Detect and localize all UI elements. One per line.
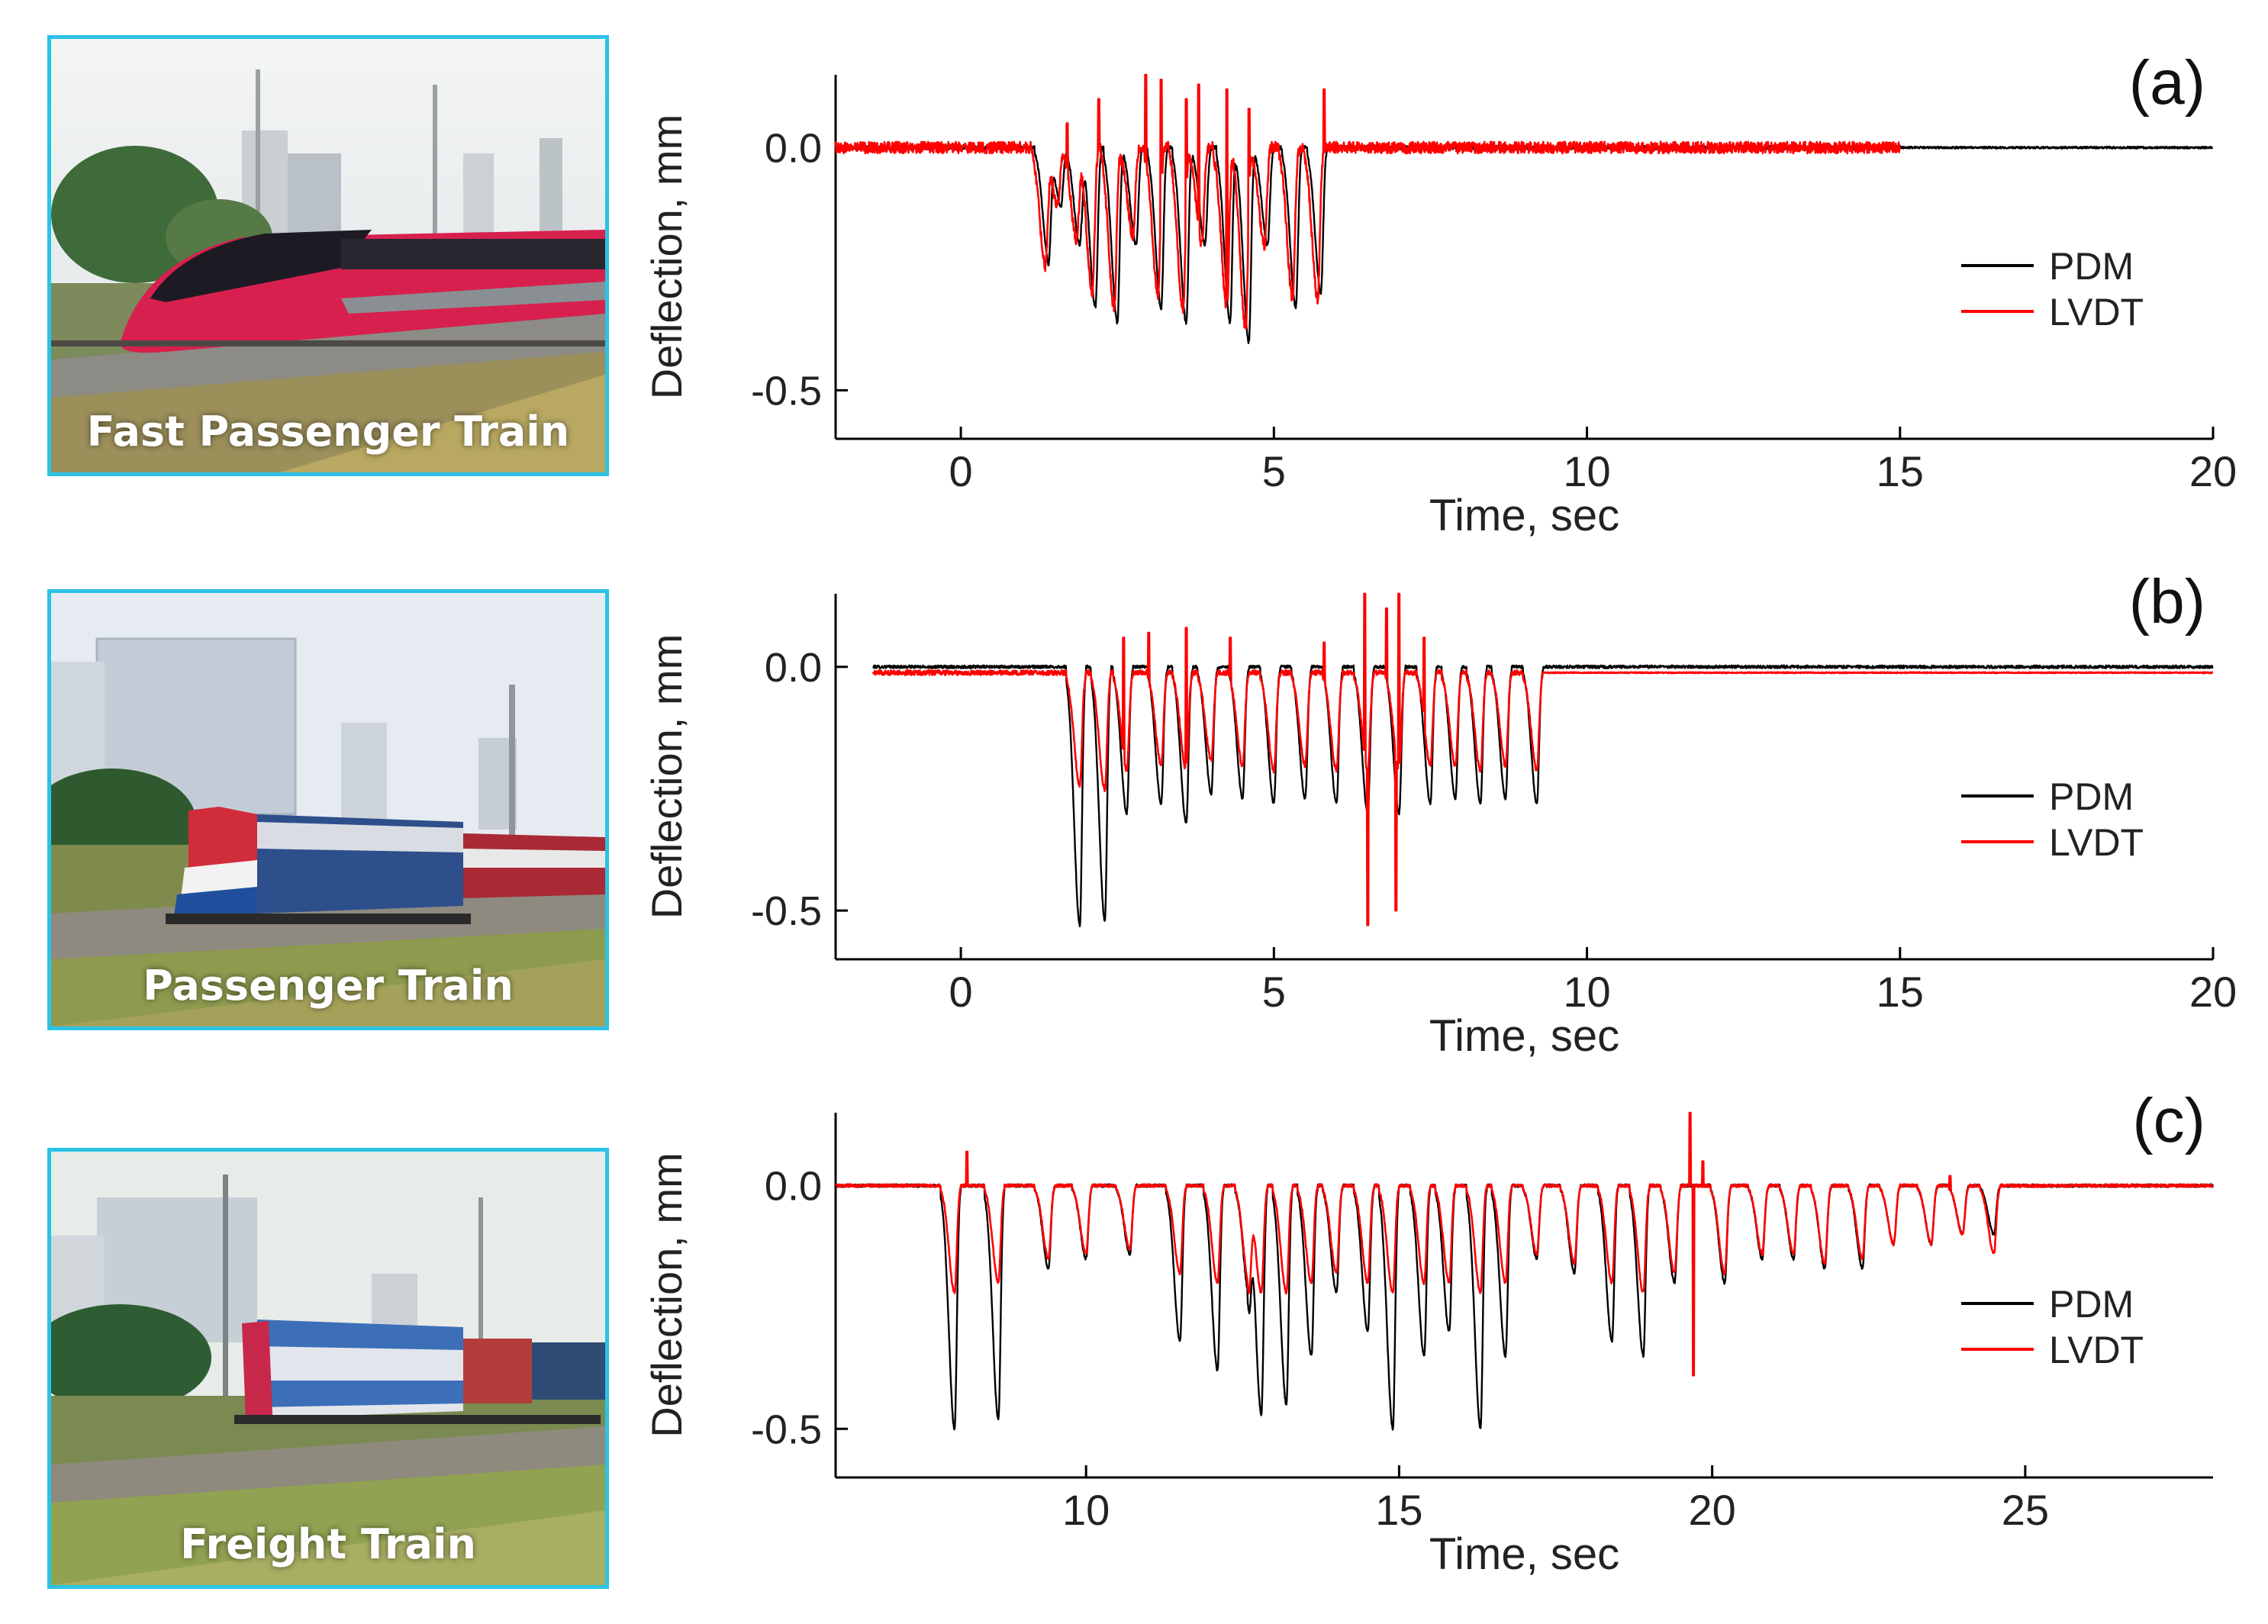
photo-caption: Freight Train: [180, 1520, 476, 1568]
x-tick-label: 20: [1688, 1486, 1735, 1534]
x-axis-label: Time, sec: [1429, 1011, 1619, 1061]
y-tick-label: -0.5: [751, 1406, 822, 1452]
y-tick-label: 0.0: [765, 645, 822, 691]
x-tick-label: 5: [1262, 968, 1286, 1016]
y-tick-label: 0.0: [765, 125, 822, 171]
x-tick-label: 5: [1262, 447, 1286, 495]
x-tick-label: 10: [1563, 447, 1610, 495]
photo-freight-train-image: [51, 1152, 605, 1585]
series-line-pdm: [872, 664, 2214, 927]
panel-label: (b): [2129, 567, 2205, 636]
legend-label-lvdt: LVDT: [2049, 1329, 2144, 1371]
y-tick-label: -0.5: [751, 888, 822, 934]
x-tick-label: 20: [2189, 968, 2237, 1016]
x-axis-label: Time, sec: [1429, 1529, 1619, 1579]
x-axis-label: Time, sec: [1429, 491, 1619, 540]
y-tick-label: -0.5: [751, 368, 822, 414]
photo-caption: Passenger Train: [143, 962, 514, 1010]
x-tick-label: 0: [949, 447, 973, 495]
x-tick-label: 15: [1877, 447, 1924, 495]
series-line-lvdt: [834, 73, 1901, 330]
series-line-lvdt: [835, 1111, 2214, 1377]
legend-label-pdm: PDM: [2049, 775, 2134, 818]
photo-caption: Fast Passenger Train: [86, 408, 570, 456]
x-tick-label: 10: [1062, 1486, 1110, 1534]
photo-fast-passenger-train-image: [51, 39, 605, 472]
legend-label-pdm: PDM: [2049, 245, 2134, 288]
chart-panel-b: 0 5 10 15 20 0.0 -0.5 Time, sec Deflection, mm (b…: [643, 567, 2237, 1061]
y-tick-label: 0.0: [765, 1164, 822, 1210]
photo-freight-train: Freight Train: [47, 1148, 609, 1589]
x-tick-label: 20: [2189, 447, 2237, 495]
y-axis-label: Deflection, mm: [643, 634, 691, 919]
chart-panel-c: 10 15 20 25 0.0 -0.5 Time, sec Deflection, mm (c…: [643, 1086, 2214, 1579]
x-tick-label: 10: [1563, 968, 1610, 1016]
legend-label-pdm: PDM: [2049, 1283, 2134, 1326]
y-axis-label: Deflection, mm: [643, 1152, 691, 1437]
x-tick-label: 15: [1375, 1486, 1422, 1534]
series-line-lvdt: [871, 592, 2214, 926]
photo-passenger-train: Passenger Train: [47, 589, 609, 1030]
panel-label: (c): [2132, 1086, 2205, 1155]
x-tick-label: 15: [1877, 968, 1924, 1016]
legend-label-lvdt: LVDT: [2049, 291, 2144, 334]
photo-passenger-train-image: [51, 593, 605, 1026]
legend-label-lvdt: LVDT: [2049, 821, 2144, 864]
y-axis-label: Deflection, mm: [643, 114, 691, 399]
panel-label: (a): [2129, 48, 2205, 118]
x-tick-label: 0: [949, 968, 973, 1016]
photo-fast-passenger-train: Fast Passenger Train: [47, 35, 609, 476]
chart-panel-a: 0 5 10 15 20 0.0 -0.5 Time, sec Deflection, mm (a…: [643, 48, 2237, 540]
x-tick-label: 25: [2002, 1486, 2049, 1534]
